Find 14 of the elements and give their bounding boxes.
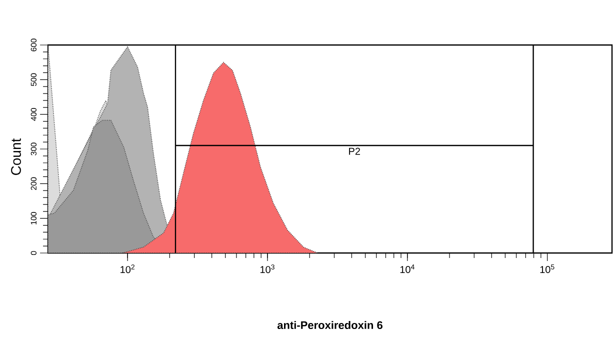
x-tick-label: 10$^{2}$ <box>120 264 134 274</box>
y-axis-title: Count <box>11 138 21 175</box>
y-tick-label: 300 <box>30 142 37 156</box>
y-tick-label: 600 <box>30 38 37 52</box>
x-tick-label: 10$^{5}$ <box>540 264 554 274</box>
y-tick-label: 0 <box>30 251 37 255</box>
x-axis-title: anti-Peroxiredoxin 6 <box>277 320 382 330</box>
y-tick-label: 400 <box>30 108 37 121</box>
y-tick-label: 200 <box>30 177 37 190</box>
x-tick-label: 10$^{3}$ <box>260 264 274 274</box>
series-label: P2 <box>349 148 360 155</box>
y-tick-label: 500 <box>30 73 37 86</box>
x-tick-label: 10$^{4}$ <box>400 264 414 274</box>
y-tick-label: 100 <box>30 212 37 224</box>
